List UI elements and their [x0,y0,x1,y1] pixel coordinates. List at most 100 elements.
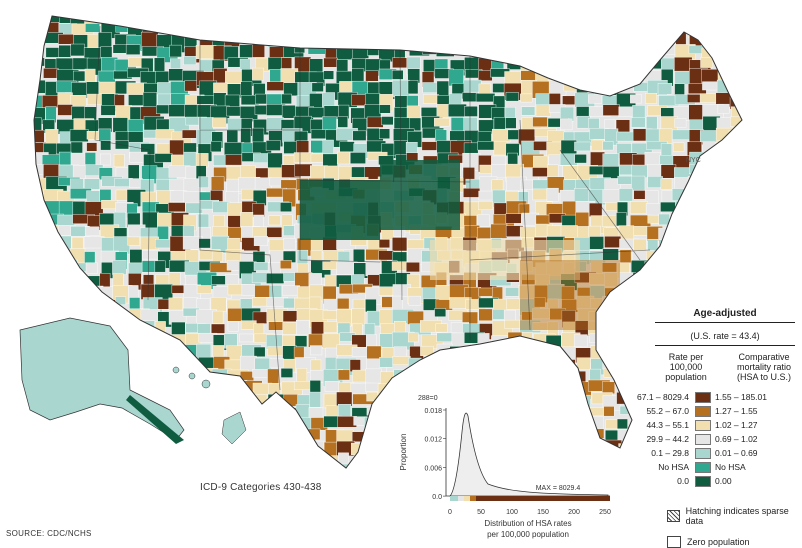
hsa-region [113,419,136,437]
hsa-region [630,346,647,356]
hsa-region [223,34,240,47]
hsa-region [730,44,742,56]
hsa-region [182,395,194,407]
hist-xtick-label: 200 [568,509,580,516]
hsa-region [70,43,85,57]
hsa-region [128,369,148,386]
hsa-region [702,153,723,167]
hsa-region [351,431,370,442]
hsa-region [56,285,69,298]
hsa-region [269,441,288,452]
hsa-region [239,464,255,468]
hsa-region [114,321,126,332]
hsa-region [549,369,561,381]
hsa-region [464,347,477,362]
hsa-region [714,238,737,254]
hsa-region [58,34,74,45]
hsa-region [407,367,431,380]
zero-label: Zero population [687,537,750,547]
hsa-region [183,297,199,309]
hsa-region [184,80,197,92]
hsa-region [296,442,317,451]
hsa-region [380,20,391,34]
hsa-region [310,345,323,356]
hatch-swatch [667,510,680,522]
hsa-region [646,34,664,48]
hsa-region [296,367,308,384]
hsa-region [226,129,239,143]
hsa-region [533,296,546,308]
hsa-region [154,260,166,273]
hist-color-band [470,496,476,501]
hsa-region [183,429,197,443]
legend-rate-range: 0.0 [677,476,689,486]
hsa-region [34,452,49,466]
hsa-region [267,33,286,47]
hsa-region [170,452,187,465]
hsa-region [311,82,324,92]
hsa-region [167,202,186,212]
hsa-region [168,359,190,375]
hsa-region [269,464,281,468]
hsa-region [42,465,64,468]
hsa-region [730,116,742,127]
hsa-region [212,117,227,128]
hsa-region [745,297,763,308]
legend-row: 0.0 0.00 [655,474,795,488]
hsa-region [113,454,135,468]
hsa-region [379,465,396,468]
hsa-region [366,391,378,402]
hsa-region [604,272,618,287]
hsa-region [224,440,244,458]
hsa-region [84,68,96,84]
legend-ratio-range: 0.01 – 0.69 [715,448,758,458]
hsa-region [616,35,637,54]
hsa-region [252,16,273,29]
hsa-region [591,139,605,151]
hsa-region [349,467,365,468]
hsa-region [154,153,173,163]
hsa-region [125,431,149,442]
hsa-region [240,405,260,423]
hsa-region [423,94,439,104]
hsa-region [715,44,734,54]
hsa-region [323,321,338,333]
hsa-region [730,55,742,69]
hsa-region [171,393,188,408]
hsa-region [716,155,731,165]
hsa-region [338,20,360,31]
hsa-region [281,16,300,21]
hsa-region [478,190,493,201]
hsa-region [407,80,419,95]
hsa-region [169,44,182,58]
hsa-region [254,285,271,298]
hsa-region [34,251,48,268]
hsa-region [632,58,649,75]
hsa-region [436,23,459,39]
hsa-region [129,249,143,264]
hsa-region [253,430,270,444]
hsa-region [730,201,742,212]
hsa-region [44,284,64,303]
hsa-region [700,248,712,260]
hsa-region [392,33,413,43]
hsa-region [478,16,498,22]
hsa-region [647,176,663,188]
hsa-region [140,283,155,300]
hsa-region [377,32,397,49]
hsa-region [171,465,185,468]
hsa-region [631,332,644,348]
hsa-region [183,142,197,153]
hsa-region [353,249,366,263]
hsa-region [225,154,242,166]
hsa-region [644,22,666,39]
hsa-region [741,250,742,265]
hsa-region [463,117,478,132]
hsa-region [729,16,740,17]
hsa-region [34,285,45,301]
hsa-region [269,358,284,369]
hsa-region [728,227,742,241]
hsa-region [603,345,624,364]
hsa-region [391,261,409,271]
hsa-region [197,464,216,468]
